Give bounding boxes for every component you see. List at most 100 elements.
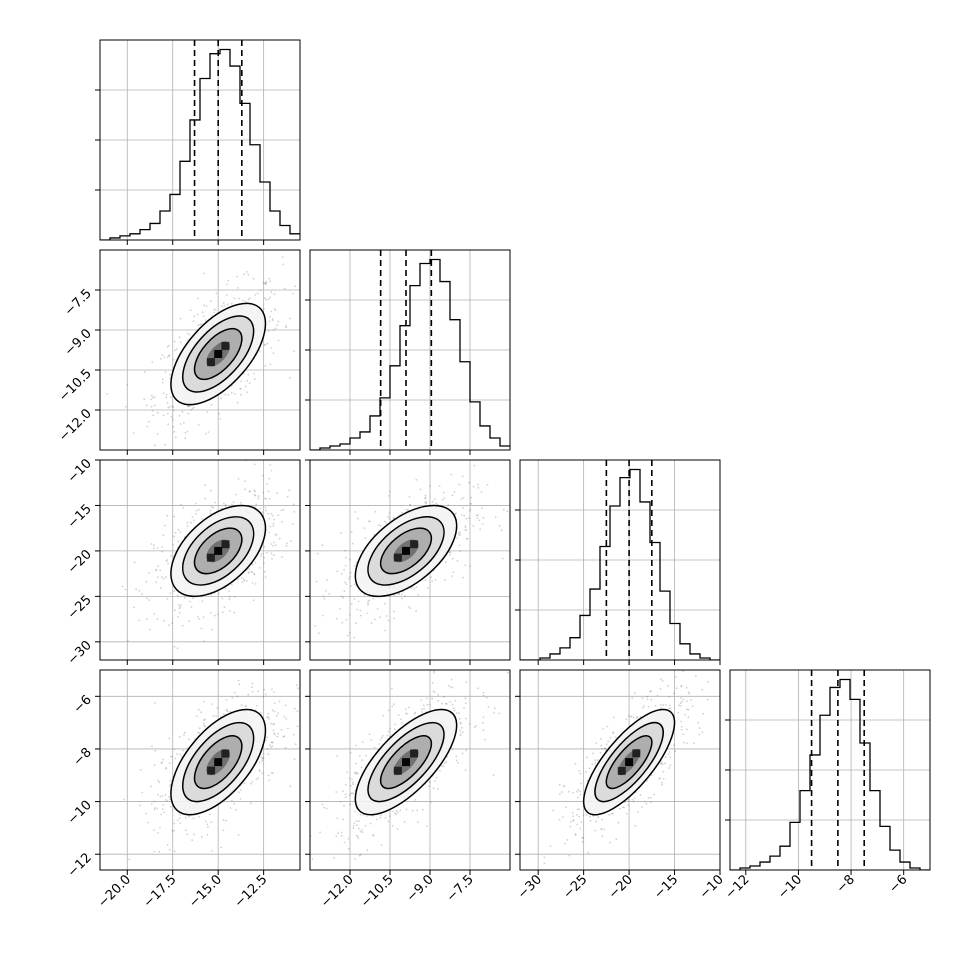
scatter-point (171, 755, 174, 758)
scatter-point (289, 785, 292, 788)
scatter-point (166, 800, 169, 802)
scatter-point (394, 723, 397, 726)
scatter-point (221, 611, 224, 614)
scatter-point (252, 277, 255, 280)
scatter-point (164, 443, 167, 446)
scatter-point (619, 807, 621, 810)
scatter-point (191, 839, 194, 842)
scatter-point (473, 726, 476, 729)
scatter-point (431, 500, 434, 503)
scatter-point (289, 377, 291, 379)
scatter-point (636, 717, 639, 719)
scatter-point (201, 311, 204, 314)
scatter-point (264, 506, 267, 509)
scatter-point (380, 814, 382, 817)
scatter-point (394, 812, 397, 815)
scatter-point (133, 561, 136, 564)
scatter-point (340, 532, 342, 534)
scatter-point (232, 501, 235, 503)
scatter-point (285, 717, 288, 720)
scatter-point (464, 697, 467, 700)
scatter-point (231, 503, 233, 506)
scatter-point (367, 600, 370, 603)
scatter-point (209, 489, 212, 492)
scatter-point (343, 590, 346, 592)
scatter-point (307, 713, 309, 715)
scatter-point (687, 708, 690, 711)
scatter-point (247, 373, 250, 376)
scatter-point (314, 625, 316, 627)
scatter-point (162, 392, 165, 395)
scatter-point (153, 808, 156, 811)
scatter-point (374, 618, 376, 621)
scatter-point (343, 804, 345, 807)
scatter-point (243, 782, 246, 785)
scatter-point (653, 793, 655, 796)
scatter-point (255, 503, 258, 506)
scatter-point (178, 607, 181, 610)
scatter-point (328, 592, 330, 595)
scatter-point (368, 733, 371, 736)
scatter-point (183, 596, 186, 599)
scatter-point (276, 735, 279, 738)
scatter-point (392, 810, 394, 813)
scatter-point (289, 553, 291, 555)
scatter-point (586, 756, 588, 759)
scatter-point (176, 753, 179, 755)
scatter-point (661, 679, 664, 682)
scatter-point (211, 628, 214, 631)
scatter-point (440, 764, 443, 767)
y-tick-label: −10 (65, 456, 95, 486)
scatter-point (368, 599, 371, 602)
scatter-point (627, 800, 630, 803)
scatter-point (363, 527, 366, 529)
scatter-point (482, 692, 485, 694)
scatter-point (227, 394, 230, 396)
scatter-point (198, 815, 201, 818)
scatter-point (153, 850, 156, 853)
scatter-point (148, 571, 150, 574)
scatter-point (156, 411, 159, 414)
scatter-point (172, 544, 175, 546)
x-tick-label: −12.5 (232, 872, 271, 911)
scatter-point (601, 827, 603, 830)
scatter-point (197, 508, 200, 511)
scatter-point (482, 694, 485, 697)
scatter-point (195, 715, 198, 718)
scatter-point (453, 491, 456, 493)
scatter-point (190, 606, 193, 609)
scatter-point (667, 753, 670, 756)
scatter-point (209, 509, 212, 512)
scatter-point (558, 783, 561, 786)
scatter-point (383, 602, 386, 605)
scatter-point (426, 825, 428, 827)
scatter-point (192, 320, 195, 322)
scatter-point (441, 702, 443, 705)
scatter-point (347, 838, 350, 840)
scatter-point (184, 816, 187, 819)
scatter-point (594, 829, 597, 832)
scatter-point (605, 743, 608, 746)
scatter-point (265, 281, 268, 283)
scatter-point (176, 647, 179, 650)
scatter-point (258, 761, 261, 764)
scatter-point (151, 409, 154, 412)
scatter-point (267, 490, 270, 493)
scatter-point (186, 332, 189, 335)
scatter-point (614, 736, 617, 739)
scatter-point (305, 516, 307, 518)
density-core (393, 749, 419, 775)
scatter-point (649, 801, 652, 804)
scatter-point (612, 716, 615, 719)
scatter-point (349, 752, 352, 754)
scatter-point (271, 745, 274, 747)
scatter-point (263, 557, 265, 559)
scatter-point (431, 682, 434, 684)
scatter-point (265, 509, 267, 512)
scatter-point (323, 719, 325, 721)
scatter-point (296, 725, 299, 728)
scatter-point (270, 310, 273, 313)
scatter-point (341, 621, 344, 624)
scatter-point (595, 820, 597, 823)
scatter-point (253, 463, 256, 466)
